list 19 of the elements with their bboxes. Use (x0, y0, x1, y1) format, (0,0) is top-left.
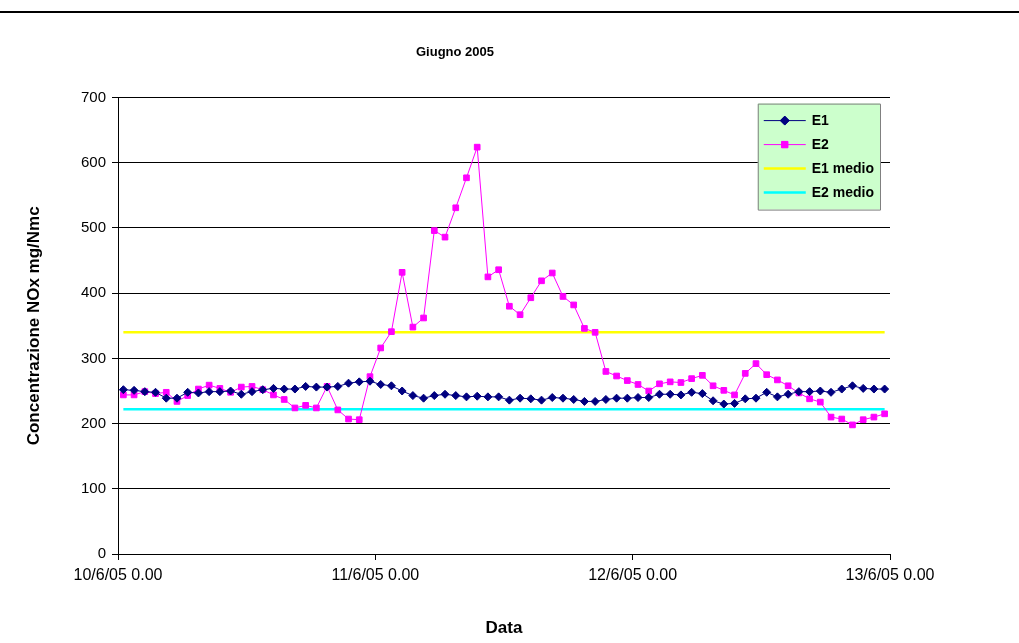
y-tick-label: 200 (80, 413, 106, 431)
x-tick-label: 11/6/05 0.00 (331, 566, 420, 584)
legend-label: E1 (811, 112, 830, 129)
x-tick-label: 13/6/05 0.00 (845, 566, 935, 584)
y-tick-label: 300 (80, 348, 106, 366)
y-tick-label: 500 (80, 218, 106, 236)
y-tick-label: 400 (80, 283, 106, 301)
legend-label: E1 medio (811, 160, 875, 177)
y-tick-label: 100 (80, 478, 106, 496)
y-tick-label: 600 (80, 152, 106, 170)
x-tick-label: 12/6/05 0.00 (588, 566, 678, 584)
y-tick-label: 700 (80, 87, 106, 105)
y-axis-title: Concentrazione NOx mg/Nmc (23, 206, 43, 446)
legend-label: E2 medio (811, 184, 875, 201)
x-axis-title: Data (485, 618, 523, 638)
y-tick-label: 0 (97, 544, 106, 562)
chart-title: Giugno 2005 (415, 44, 495, 60)
legend-label: E2 (811, 136, 830, 153)
x-tick-label: 10/6/05 0.00 (73, 566, 163, 584)
